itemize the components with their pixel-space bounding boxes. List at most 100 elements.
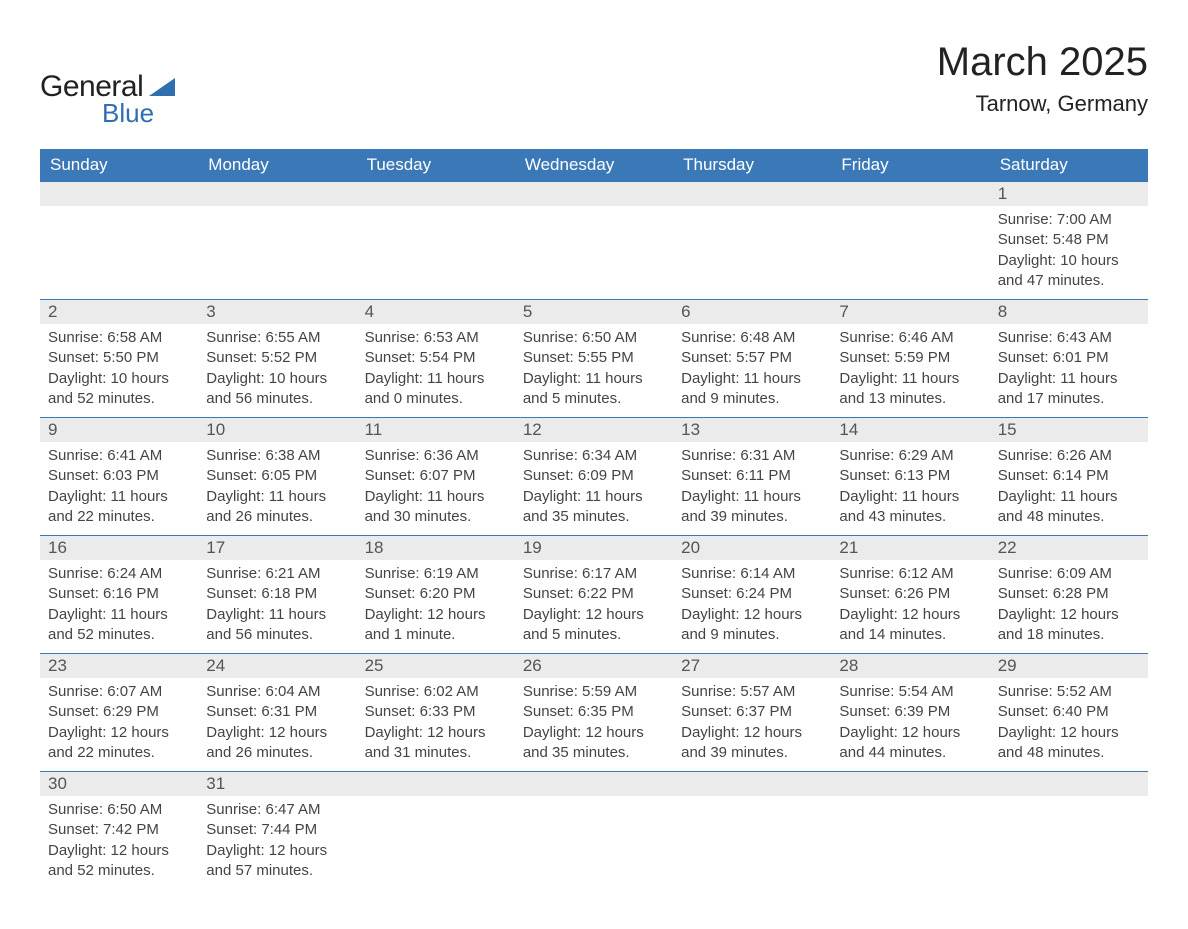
calendar-cell: 21Sunrise: 6:12 AMSunset: 6:26 PMDayligh…	[831, 536, 989, 654]
day-details: Sunrise: 6:26 AMSunset: 6:14 PMDaylight:…	[990, 442, 1148, 535]
sunrise-text: Sunrise: 6:41 AM	[48, 446, 190, 466]
daylight-line2: and 26 minutes.	[206, 507, 348, 527]
daylight-line2: and 35 minutes.	[523, 743, 665, 763]
calendar-cell	[40, 182, 198, 300]
day-number	[40, 182, 198, 206]
daylight-line2: and 18 minutes.	[998, 625, 1140, 645]
sunset-text: Sunset: 6:29 PM	[48, 702, 190, 722]
day-number: 8	[990, 300, 1148, 324]
daylight-line2: and 44 minutes.	[839, 743, 981, 763]
day-number	[673, 182, 831, 206]
sunrise-text: Sunrise: 6:04 AM	[206, 682, 348, 702]
daylight-line1: Daylight: 11 hours	[839, 369, 981, 389]
daylight-line2: and 43 minutes.	[839, 507, 981, 527]
calendar-row: 1Sunrise: 7:00 AMSunset: 5:48 PMDaylight…	[40, 182, 1148, 300]
day-number: 4	[357, 300, 515, 324]
calendar-cell: 8Sunrise: 6:43 AMSunset: 6:01 PMDaylight…	[990, 300, 1148, 418]
day-number: 21	[831, 536, 989, 560]
daylight-line1: Daylight: 11 hours	[681, 487, 823, 507]
sunset-text: Sunset: 5:54 PM	[365, 348, 507, 368]
weekday-header: Sunday	[40, 149, 198, 182]
calendar-cell: 30Sunrise: 6:50 AMSunset: 7:42 PMDayligh…	[40, 772, 198, 890]
calendar-cell: 3Sunrise: 6:55 AMSunset: 5:52 PMDaylight…	[198, 300, 356, 418]
page-title: March 2025	[937, 40, 1148, 85]
day-number: 20	[673, 536, 831, 560]
calendar-row: 23Sunrise: 6:07 AMSunset: 6:29 PMDayligh…	[40, 654, 1148, 772]
sunset-text: Sunset: 6:18 PM	[206, 584, 348, 604]
daylight-line1: Daylight: 12 hours	[523, 605, 665, 625]
sunrise-text: Sunrise: 6:26 AM	[998, 446, 1140, 466]
sunrise-text: Sunrise: 6:48 AM	[681, 328, 823, 348]
calendar-cell: 12Sunrise: 6:34 AMSunset: 6:09 PMDayligh…	[515, 418, 673, 536]
daylight-line1: Daylight: 12 hours	[48, 723, 190, 743]
calendar-cell	[515, 772, 673, 890]
title-block: March 2025 Tarnow, Germany	[937, 40, 1148, 117]
sunrise-text: Sunrise: 6:34 AM	[523, 446, 665, 466]
day-number	[831, 772, 989, 796]
calendar-cell: 6Sunrise: 6:48 AMSunset: 5:57 PMDaylight…	[673, 300, 831, 418]
daylight-line1: Daylight: 12 hours	[48, 841, 190, 861]
header: General Blue March 2025 Tarnow, Germany	[40, 40, 1148, 129]
sunrise-text: Sunrise: 6:50 AM	[523, 328, 665, 348]
day-details: Sunrise: 6:34 AMSunset: 6:09 PMDaylight:…	[515, 442, 673, 535]
daylight-line1: Daylight: 11 hours	[48, 487, 190, 507]
weekday-header: Thursday	[673, 149, 831, 182]
day-number: 29	[990, 654, 1148, 678]
logo-word-blue: Blue	[102, 98, 154, 129]
sunset-text: Sunset: 6:03 PM	[48, 466, 190, 486]
daylight-line2: and 35 minutes.	[523, 507, 665, 527]
calendar-cell: 29Sunrise: 5:52 AMSunset: 6:40 PMDayligh…	[990, 654, 1148, 772]
day-number: 22	[990, 536, 1148, 560]
sunrise-text: Sunrise: 6:12 AM	[839, 564, 981, 584]
logo: General Blue	[40, 40, 175, 129]
day-details: Sunrise: 6:21 AMSunset: 6:18 PMDaylight:…	[198, 560, 356, 653]
day-number: 15	[990, 418, 1148, 442]
sunset-text: Sunset: 6:37 PM	[681, 702, 823, 722]
calendar-cell	[673, 772, 831, 890]
day-number: 1	[990, 182, 1148, 206]
calendar-cell	[357, 182, 515, 300]
daylight-line1: Daylight: 11 hours	[365, 487, 507, 507]
calendar-cell	[357, 772, 515, 890]
sunset-text: Sunset: 5:59 PM	[839, 348, 981, 368]
sunrise-text: Sunrise: 6:09 AM	[998, 564, 1140, 584]
daylight-line1: Daylight: 10 hours	[998, 251, 1140, 271]
sunrise-text: Sunrise: 6:53 AM	[365, 328, 507, 348]
daylight-line1: Daylight: 11 hours	[523, 369, 665, 389]
day-details: Sunrise: 6:17 AMSunset: 6:22 PMDaylight:…	[515, 560, 673, 653]
sunset-text: Sunset: 5:48 PM	[998, 230, 1140, 250]
calendar-cell: 31Sunrise: 6:47 AMSunset: 7:44 PMDayligh…	[198, 772, 356, 890]
calendar-row: 16Sunrise: 6:24 AMSunset: 6:16 PMDayligh…	[40, 536, 1148, 654]
calendar-cell	[831, 772, 989, 890]
calendar-cell: 15Sunrise: 6:26 AMSunset: 6:14 PMDayligh…	[990, 418, 1148, 536]
sunrise-text: Sunrise: 6:50 AM	[48, 800, 190, 820]
calendar-cell	[515, 182, 673, 300]
daylight-line2: and 52 minutes.	[48, 861, 190, 881]
day-details: Sunrise: 6:24 AMSunset: 6:16 PMDaylight:…	[40, 560, 198, 653]
calendar-cell: 24Sunrise: 6:04 AMSunset: 6:31 PMDayligh…	[198, 654, 356, 772]
sunset-text: Sunset: 6:14 PM	[998, 466, 1140, 486]
calendar-cell: 28Sunrise: 5:54 AMSunset: 6:39 PMDayligh…	[831, 654, 989, 772]
calendar-cell: 26Sunrise: 5:59 AMSunset: 6:35 PMDayligh…	[515, 654, 673, 772]
sunset-text: Sunset: 6:01 PM	[998, 348, 1140, 368]
day-details: Sunrise: 6:36 AMSunset: 6:07 PMDaylight:…	[357, 442, 515, 535]
daylight-line2: and 56 minutes.	[206, 389, 348, 409]
day-number: 6	[673, 300, 831, 324]
daylight-line2: and 48 minutes.	[998, 743, 1140, 763]
sunrise-text: Sunrise: 6:24 AM	[48, 564, 190, 584]
day-number	[673, 772, 831, 796]
day-number: 12	[515, 418, 673, 442]
sunset-text: Sunset: 6:07 PM	[365, 466, 507, 486]
calendar-cell: 23Sunrise: 6:07 AMSunset: 6:29 PMDayligh…	[40, 654, 198, 772]
daylight-line2: and 17 minutes.	[998, 389, 1140, 409]
calendar-cell: 13Sunrise: 6:31 AMSunset: 6:11 PMDayligh…	[673, 418, 831, 536]
day-details: Sunrise: 6:58 AMSunset: 5:50 PMDaylight:…	[40, 324, 198, 417]
weekday-header: Monday	[198, 149, 356, 182]
daylight-line2: and 22 minutes.	[48, 507, 190, 527]
daylight-line1: Daylight: 12 hours	[365, 723, 507, 743]
calendar-cell: 9Sunrise: 6:41 AMSunset: 6:03 PMDaylight…	[40, 418, 198, 536]
day-details: Sunrise: 6:07 AMSunset: 6:29 PMDaylight:…	[40, 678, 198, 771]
day-details: Sunrise: 6:55 AMSunset: 5:52 PMDaylight:…	[198, 324, 356, 417]
daylight-line1: Daylight: 12 hours	[839, 723, 981, 743]
day-number	[515, 182, 673, 206]
